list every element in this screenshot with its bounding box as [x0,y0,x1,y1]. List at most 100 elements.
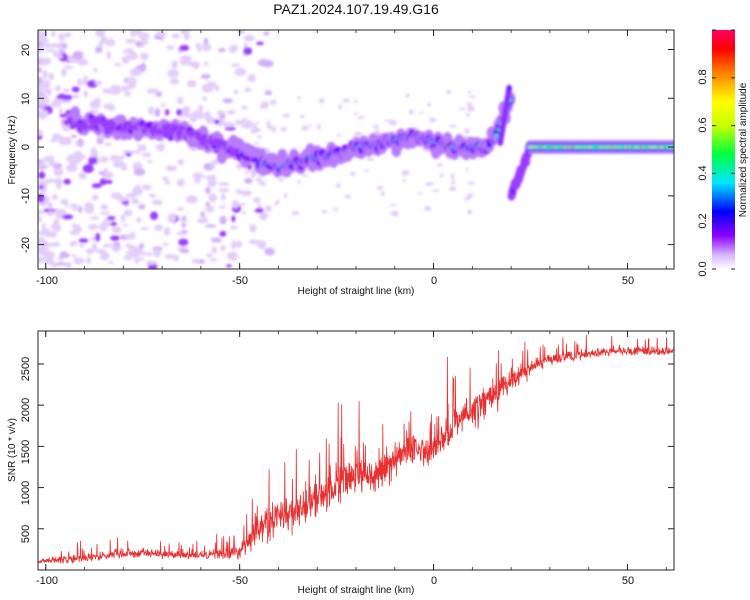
heatmap-cell [141,152,152,158]
heatmap-cell [51,133,62,141]
heatmap-cell [372,124,380,129]
heatmap-cell [448,124,457,128]
heatmap-cell [94,80,103,85]
heatmap-cell [241,210,247,215]
heatmap-cell [427,102,431,107]
spectrogram-xtick-label: -50 [232,275,248,287]
heatmap-cell [417,192,424,195]
heatmap-cell [353,100,359,103]
heatmap-cell [468,95,477,98]
heatmap-cell [205,253,213,258]
heatmap-cell [38,164,44,169]
heatmap-cell [282,113,290,118]
heatmap-cell [140,39,149,45]
heatmap-cell [137,257,145,261]
heatmap-cell [155,31,167,38]
heatmap-cell [300,114,305,119]
spectrogram-xlabel: Height of straight line (km) [298,286,415,297]
heatmap-cell [138,32,150,40]
heatmap-cell [62,136,72,146]
heatmap-cell [226,109,236,115]
heatmap-cell [180,30,191,35]
spectrogram-ticks [38,30,674,269]
heatmap-cell [53,177,63,185]
heatmap-cell [308,123,312,127]
heatmap-cell [254,142,260,145]
heatmap-cell [54,208,67,217]
heatmap-cell [71,86,80,93]
heatmap-cell [73,257,85,264]
heatmap-cell [58,33,65,42]
heatmap-cell [38,209,44,215]
heatmap-cell [466,112,470,118]
heatmap-cell [136,217,142,223]
heatmap-cell [100,211,111,216]
colorbar-tick-label: 0.0 [697,261,709,276]
heatmap-cell [183,113,193,118]
heatmap-cell [40,115,46,120]
heatmap-cell [95,30,106,38]
heatmap-cell [388,119,397,126]
heatmap-cell [263,31,270,36]
heatmap-cell [61,43,67,49]
heatmap-cell [147,159,153,164]
heatmap-cell [58,54,63,59]
heatmap-cell [333,207,338,212]
heatmap-cell [71,223,80,228]
heatmap-cell [141,184,152,191]
heatmap-cell [167,213,177,223]
heatmap-cell [54,85,62,92]
heatmap-cell [72,207,79,211]
heatmap-cell [74,122,81,129]
heatmap-cell [191,259,201,264]
heatmap-cell [163,128,170,135]
heatmap-cell [93,67,98,73]
heatmap-cell [161,176,169,181]
heatmap-cell [58,108,64,114]
heatmap-cell [257,240,266,250]
heatmap-cell [39,230,48,236]
heatmap-cell [103,218,108,227]
heatmap-cell [468,90,472,95]
heatmap-cell [241,124,245,129]
heatmap-cell [106,126,113,133]
heatmap-cell [248,239,260,245]
heatmap-cell [203,111,211,120]
heatmap-cell [203,37,209,46]
heatmap-cell [201,43,212,52]
spectrogram-heatmap [38,30,674,269]
heatmap-cell [109,154,121,162]
heatmap-cell [122,49,133,54]
spectrogram-xtick-label: 50 [622,275,634,287]
heatmap-cell [53,218,60,226]
heatmap-cell [231,240,237,250]
heatmap-cell [123,223,128,227]
heatmap-cell [125,250,134,255]
heatmap-cell [108,119,115,126]
heatmap-cell [203,175,216,180]
heatmap-cell [63,94,73,101]
heatmap-cell [237,30,245,34]
heatmap-cell [44,242,51,249]
heatmap-cell [48,242,61,247]
heatmap-cell [176,207,185,211]
heatmap-cell [123,209,133,217]
heatmap-cell [177,124,184,131]
heatmap-cell [50,100,62,108]
heatmap-cell [380,191,385,197]
heatmap-cell [121,163,128,171]
heatmap-cell [169,78,179,85]
heatmap-cell [211,246,217,254]
heatmap-cell [211,159,219,165]
heatmap-cell [139,62,147,70]
heatmap-cell [148,193,156,198]
snr-xtick-label: -50 [232,575,248,587]
heatmap-cell [233,89,239,95]
heatmap-cell [264,90,272,96]
heatmap-cell [451,179,456,185]
heatmap-cell [61,214,74,220]
heatmap-cell [77,78,82,87]
heatmap-cell [254,208,264,213]
spectrogram-ytick-label: -10 [20,188,32,204]
heatmap-cell [42,157,55,161]
